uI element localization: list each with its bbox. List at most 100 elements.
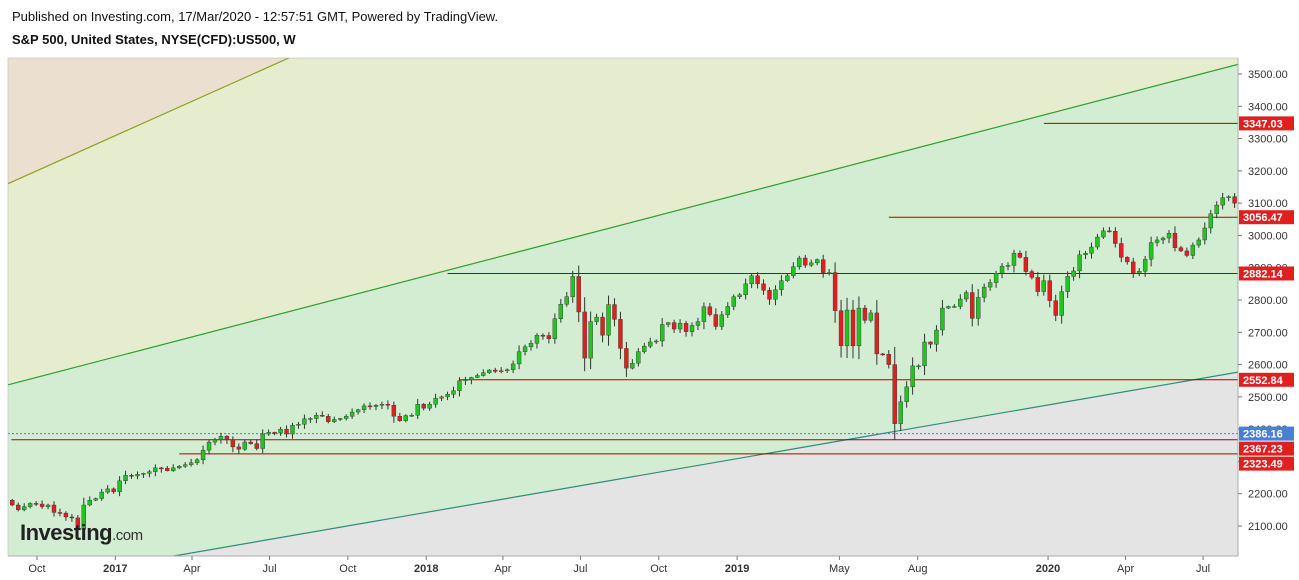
candle [910,357,915,395]
candle [880,352,885,356]
candle-body [373,405,379,407]
candle [677,319,683,334]
candle [600,312,605,343]
candle-body [826,272,832,274]
candle [928,341,933,349]
candle-body [332,419,337,422]
x-tick-label: 2019 [725,563,749,575]
candle [451,386,456,399]
candle [481,369,486,377]
candle-body [594,316,599,322]
candle [737,292,742,300]
candle-body [212,439,218,443]
candle-body [230,439,236,448]
candle-body [844,309,850,347]
candle [976,288,981,326]
price-tag-label: 3347.03 [1243,118,1283,130]
candle [278,426,283,436]
candle-body [809,262,814,266]
candle-body [326,416,331,422]
candle [964,290,969,302]
candle-body [719,314,725,327]
candle-body [725,306,730,316]
candle-body [803,257,808,266]
candle [1154,236,1160,247]
candle [188,458,194,467]
candle [409,413,414,417]
candle-body [141,473,146,475]
candle-body [349,411,355,417]
candle-body [1154,239,1160,243]
candle [1083,250,1088,259]
candle [391,401,397,423]
candle-body [177,466,182,469]
candle-body [934,329,939,345]
candle [1202,222,1207,245]
candle-body [612,304,617,320]
candle [1178,245,1184,253]
candle-body [1089,246,1094,254]
candle [284,425,289,438]
candle [379,401,385,410]
candle [493,367,498,373]
candle-body [159,467,164,470]
candle-body [999,265,1005,274]
candle [1035,271,1041,297]
candle [332,416,337,424]
candle [212,437,218,446]
candle [820,254,826,278]
candle [1065,271,1070,298]
candle-body [165,468,170,471]
candle [934,325,939,352]
candle-body [677,323,683,330]
candle-body [820,259,826,273]
candle-body [123,475,128,482]
candle-body [397,416,403,421]
candle-body [964,292,969,300]
candle-body [475,375,480,378]
candle-body [194,459,200,463]
candle [713,308,719,330]
candle-body [1119,243,1124,258]
candle-body [367,405,373,408]
candle-body [260,433,265,449]
candle [970,284,975,327]
candle [21,503,27,512]
x-tick-label: Aug [908,563,928,575]
candle [540,333,546,340]
x-tick-label: 2018 [414,563,438,575]
candle-body [487,369,492,373]
candle [958,294,963,310]
candle-body [409,415,414,417]
candle [1101,227,1106,239]
candle-body [1202,227,1207,241]
candle [10,498,15,507]
candle [993,270,999,288]
candle-body [832,272,838,311]
candle [1119,237,1124,263]
candle-body [1095,236,1100,248]
candle [987,279,993,291]
candle [57,508,63,517]
candle [218,432,224,444]
price-tag-label: 2552.84 [1243,375,1284,387]
candle-body [558,303,564,319]
candle [659,318,665,347]
candle-body [1166,232,1172,239]
candle [1089,242,1094,259]
candle-body [850,309,856,347]
candle [290,422,295,439]
candle-body [254,443,259,449]
candle-body [75,517,81,530]
price-tag-bg [1239,441,1294,456]
candle-body [63,512,69,518]
candle [516,345,522,370]
candle [898,395,903,432]
candle [999,263,1005,279]
candle-body [743,283,748,296]
candle [797,255,802,270]
candle-body [570,276,575,297]
candle [868,309,874,323]
candle-body [779,280,784,290]
